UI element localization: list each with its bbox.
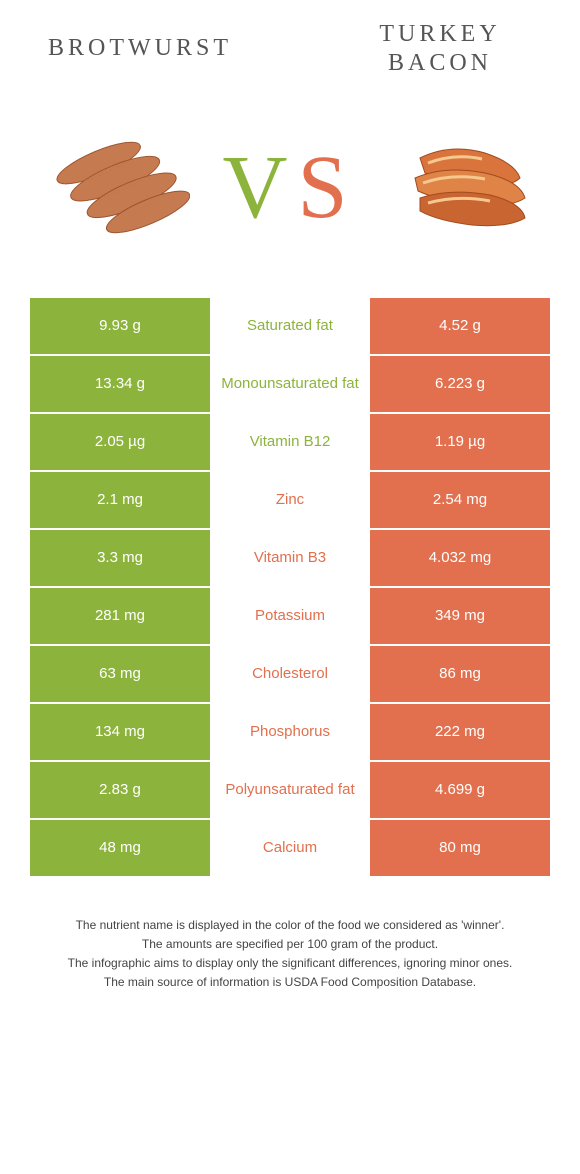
turkey-bacon-image	[390, 123, 540, 253]
footer-line-2: The amounts are specified per 100 gram o…	[40, 935, 540, 954]
footer-line-1: The nutrient name is displayed in the co…	[40, 916, 540, 935]
nutrient-row: 134 mgPhosphorus222 mg	[30, 704, 550, 760]
right-value-cell: 2.54 mg	[370, 472, 550, 528]
left-value-cell: 9.93 g	[30, 298, 210, 354]
hero-row: VS	[30, 88, 550, 298]
nutrient-label-cell: Monounsaturated fat	[210, 356, 370, 412]
left-value-cell: 2.05 µg	[30, 414, 210, 470]
right-value-cell: 222 mg	[370, 704, 550, 760]
comparison-infographic: Brotwurst Turkey bacon VS	[0, 0, 580, 1012]
left-value-cell: 134 mg	[30, 704, 210, 760]
left-value-cell: 63 mg	[30, 646, 210, 702]
right-food-title: Turkey bacon	[340, 20, 540, 78]
right-value-cell: 86 mg	[370, 646, 550, 702]
left-value-cell: 3.3 mg	[30, 530, 210, 586]
nutrient-label-cell: Polyunsaturated fat	[210, 762, 370, 818]
nutrient-row: 9.93 gSaturated fat4.52 g	[30, 298, 550, 354]
footer-notes: The nutrient name is displayed in the co…	[30, 916, 550, 993]
nutrient-label-cell: Calcium	[210, 820, 370, 876]
header: Brotwurst Turkey bacon	[30, 20, 550, 88]
nutrient-label-cell: Phosphorus	[210, 704, 370, 760]
vs-s-letter: S	[297, 136, 357, 239]
right-value-cell: 4.032 mg	[370, 530, 550, 586]
left-value-cell: 281 mg	[30, 588, 210, 644]
right-value-cell: 6.223 g	[370, 356, 550, 412]
right-value-cell: 4.699 g	[370, 762, 550, 818]
nutrient-row: 281 mgPotassium349 mg	[30, 588, 550, 644]
left-value-cell: 2.83 g	[30, 762, 210, 818]
nutrient-label-cell: Cholesterol	[210, 646, 370, 702]
vs-label: VS	[222, 136, 357, 239]
nutrient-row: 63 mgCholesterol86 mg	[30, 646, 550, 702]
nutrient-label-cell: Vitamin B3	[210, 530, 370, 586]
nutrient-label-cell: Potassium	[210, 588, 370, 644]
vs-v-letter: V	[222, 136, 297, 239]
nutrient-label-cell: Vitamin B12	[210, 414, 370, 470]
footer-line-3: The infographic aims to display only the…	[40, 954, 540, 973]
left-value-cell: 13.34 g	[30, 356, 210, 412]
footer-line-4: The main source of information is USDA F…	[40, 973, 540, 992]
nutrient-label-cell: Zinc	[210, 472, 370, 528]
right-value-cell: 1.19 µg	[370, 414, 550, 470]
nutrient-row: 48 mgCalcium80 mg	[30, 820, 550, 876]
nutrient-row: 3.3 mgVitamin B34.032 mg	[30, 530, 550, 586]
left-value-cell: 2.1 mg	[30, 472, 210, 528]
brotwurst-image	[40, 123, 190, 253]
nutrient-row: 2.1 mgZinc2.54 mg	[30, 472, 550, 528]
nutrient-label-cell: Saturated fat	[210, 298, 370, 354]
right-value-cell: 80 mg	[370, 820, 550, 876]
nutrient-row: 13.34 gMonounsaturated fat6.223 g	[30, 356, 550, 412]
nutrient-row: 2.83 gPolyunsaturated fat4.699 g	[30, 762, 550, 818]
left-food-title: Brotwurst	[40, 34, 240, 63]
nutrient-row: 2.05 µgVitamin B121.19 µg	[30, 414, 550, 470]
left-value-cell: 48 mg	[30, 820, 210, 876]
nutrient-table: 9.93 gSaturated fat4.52 g13.34 gMonounsa…	[30, 298, 550, 876]
right-value-cell: 349 mg	[370, 588, 550, 644]
right-value-cell: 4.52 g	[370, 298, 550, 354]
